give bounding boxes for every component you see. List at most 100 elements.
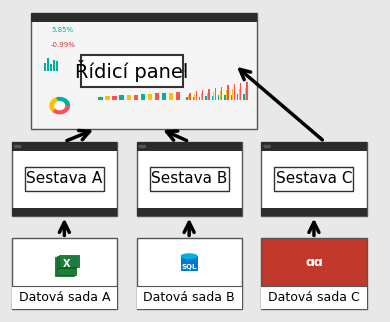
Bar (194, 94, 195, 100)
Bar (218, 95, 219, 100)
Bar (154, 93, 159, 100)
Bar (193, 97, 194, 100)
Text: Sestava B: Sestava B (151, 171, 227, 186)
Bar (168, 93, 173, 100)
Bar (212, 96, 213, 100)
Bar (243, 94, 245, 100)
Ellipse shape (181, 253, 198, 259)
Circle shape (264, 146, 266, 147)
Bar (227, 85, 229, 100)
Circle shape (14, 146, 17, 147)
FancyBboxPatch shape (59, 255, 79, 267)
Text: SQL: SQL (181, 264, 197, 270)
FancyBboxPatch shape (302, 253, 326, 270)
Polygon shape (56, 98, 69, 106)
Bar (176, 92, 180, 100)
FancyBboxPatch shape (81, 55, 183, 87)
Text: Sestava C: Sestava C (276, 171, 352, 186)
Text: Řídicí panel: Řídicí panel (75, 60, 188, 82)
Bar (56, 61, 58, 71)
Bar (50, 64, 52, 71)
FancyBboxPatch shape (261, 142, 367, 151)
FancyBboxPatch shape (136, 142, 242, 151)
Bar (133, 95, 138, 100)
Bar (230, 95, 232, 100)
Text: 5.85%: 5.85% (52, 27, 74, 33)
Text: Datová sada B: Datová sada B (144, 291, 235, 304)
Text: Datová sada A: Datová sada A (19, 291, 110, 304)
Bar (239, 89, 240, 100)
FancyBboxPatch shape (31, 13, 257, 22)
Bar (202, 90, 203, 100)
Circle shape (141, 146, 144, 147)
Bar (221, 87, 222, 100)
Bar (215, 88, 216, 100)
Bar (199, 97, 200, 100)
Bar (237, 94, 238, 100)
Circle shape (266, 146, 268, 147)
FancyBboxPatch shape (261, 208, 367, 216)
Polygon shape (53, 106, 69, 114)
FancyBboxPatch shape (25, 167, 104, 191)
Circle shape (55, 102, 65, 110)
FancyBboxPatch shape (261, 238, 367, 309)
Bar (186, 98, 188, 100)
FancyBboxPatch shape (261, 287, 367, 309)
FancyBboxPatch shape (31, 13, 257, 129)
Circle shape (16, 146, 19, 147)
Bar (119, 95, 124, 100)
Text: Sestava A: Sestava A (26, 171, 103, 186)
Text: Datová sada C: Datová sada C (268, 291, 360, 304)
Bar (234, 84, 235, 100)
FancyBboxPatch shape (136, 142, 242, 216)
Bar (190, 93, 191, 100)
Bar (220, 91, 221, 100)
FancyBboxPatch shape (12, 208, 117, 216)
FancyBboxPatch shape (150, 167, 229, 191)
Bar (105, 96, 110, 100)
FancyBboxPatch shape (57, 268, 76, 275)
Bar (53, 60, 55, 71)
Bar (200, 93, 202, 100)
FancyBboxPatch shape (57, 256, 76, 268)
Bar (44, 63, 46, 71)
FancyBboxPatch shape (12, 238, 117, 309)
Polygon shape (50, 98, 60, 112)
Bar (196, 91, 197, 100)
Circle shape (139, 146, 142, 147)
Bar (140, 94, 145, 100)
Bar (147, 94, 152, 100)
Bar (213, 92, 214, 100)
FancyBboxPatch shape (12, 142, 117, 151)
Bar (161, 93, 166, 100)
FancyBboxPatch shape (12, 287, 117, 309)
Text: -0.99%: -0.99% (50, 42, 75, 48)
Bar (224, 95, 225, 100)
Bar (188, 95, 189, 100)
Bar (206, 96, 207, 100)
Bar (209, 89, 210, 100)
Bar (207, 93, 208, 100)
Bar (98, 97, 103, 100)
Circle shape (143, 146, 145, 147)
FancyBboxPatch shape (136, 287, 242, 309)
Bar (112, 96, 117, 100)
FancyBboxPatch shape (12, 142, 117, 216)
Bar (245, 88, 246, 100)
FancyBboxPatch shape (181, 256, 198, 270)
Bar (232, 90, 233, 100)
FancyBboxPatch shape (55, 269, 74, 276)
Bar (226, 90, 227, 100)
FancyBboxPatch shape (55, 257, 74, 269)
FancyBboxPatch shape (136, 208, 242, 216)
Text: X: X (62, 259, 70, 269)
Bar (240, 83, 241, 100)
Circle shape (268, 146, 270, 147)
FancyBboxPatch shape (261, 142, 367, 216)
Bar (246, 82, 248, 100)
Circle shape (18, 146, 21, 147)
Bar (126, 95, 131, 100)
Text: ɑɑ: ɑɑ (305, 256, 323, 269)
FancyBboxPatch shape (136, 238, 242, 309)
Bar (47, 58, 49, 71)
